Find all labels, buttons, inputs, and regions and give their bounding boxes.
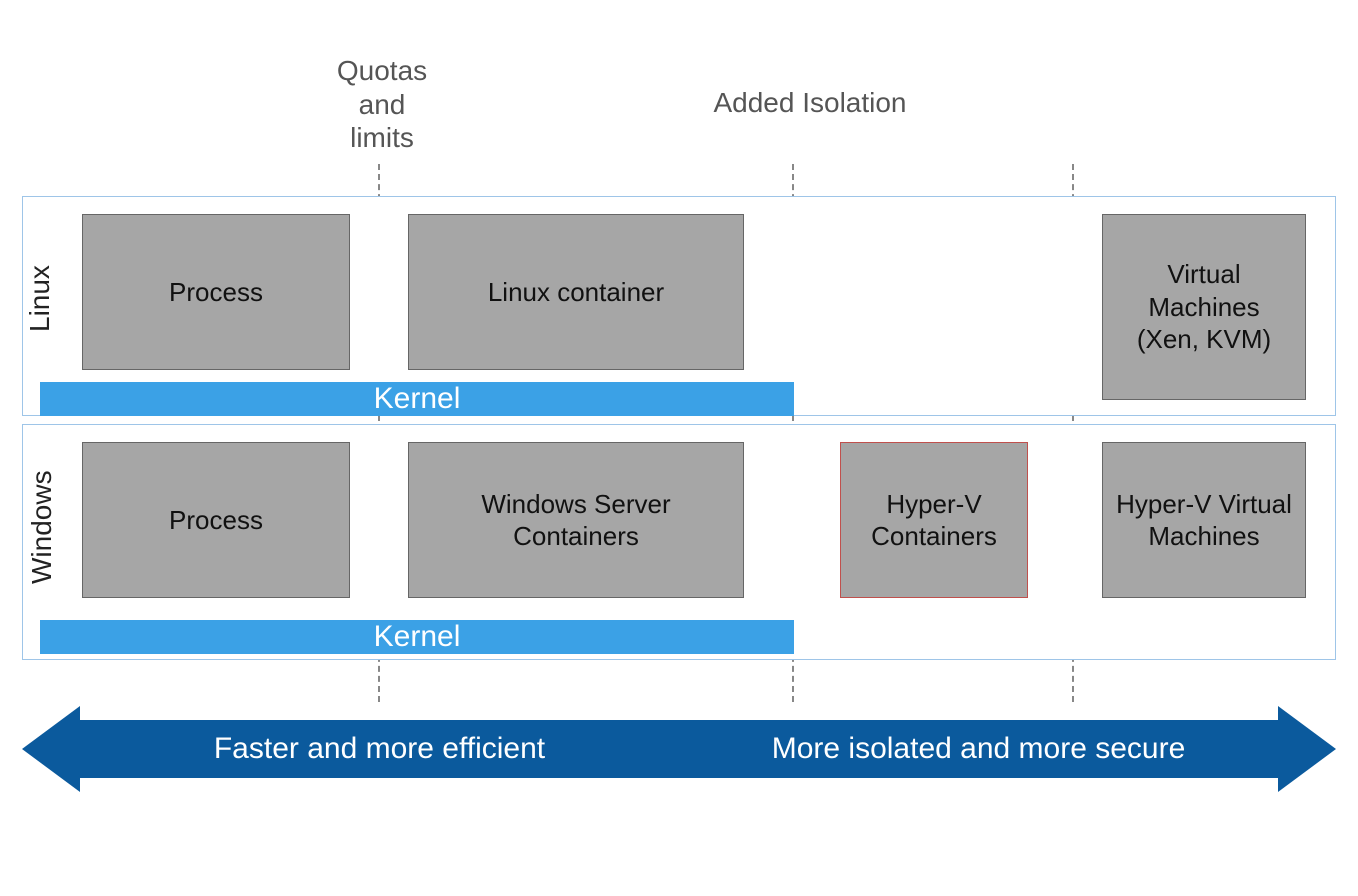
header-isolation: Added Isolation	[680, 86, 940, 120]
spectrum-arrow: Faster and more efficient More isolated …	[80, 720, 1278, 778]
cell-windows-process: Process	[82, 442, 350, 598]
cell-hyperv-vm: Hyper-V Virtual Machines	[1102, 442, 1306, 598]
arrow-left-text: Faster and more efficient	[80, 732, 679, 766]
isolation-diagram: Quotas and limits Added Isolation Linux …	[0, 0, 1358, 896]
cell-linux-process: Process	[82, 214, 350, 370]
header-quotas-line2: and	[359, 89, 406, 120]
header-quotas-line3: limits	[350, 122, 414, 153]
cell-linux-container: Linux container	[408, 214, 744, 370]
row-label-windows: Windows	[26, 464, 58, 584]
cell-linux-vm: Virtual Machines (Xen, KVM)	[1102, 214, 1306, 400]
arrow-head-left-icon	[22, 706, 80, 792]
header-quotas-line1: Quotas	[337, 55, 427, 86]
arrow-right-text: More isolated and more secure	[679, 732, 1278, 766]
arrow-head-right-icon	[1278, 706, 1336, 792]
cell-windows-server-containers: Windows Server Containers	[408, 442, 744, 598]
row-label-linux: Linux	[24, 252, 56, 332]
cell-hyperv-containers: Hyper-V Containers	[840, 442, 1028, 598]
header-quotas: Quotas and limits	[312, 54, 452, 155]
kernel-bar-linux: Kernel	[40, 382, 794, 416]
kernel-bar-windows: Kernel	[40, 620, 794, 654]
